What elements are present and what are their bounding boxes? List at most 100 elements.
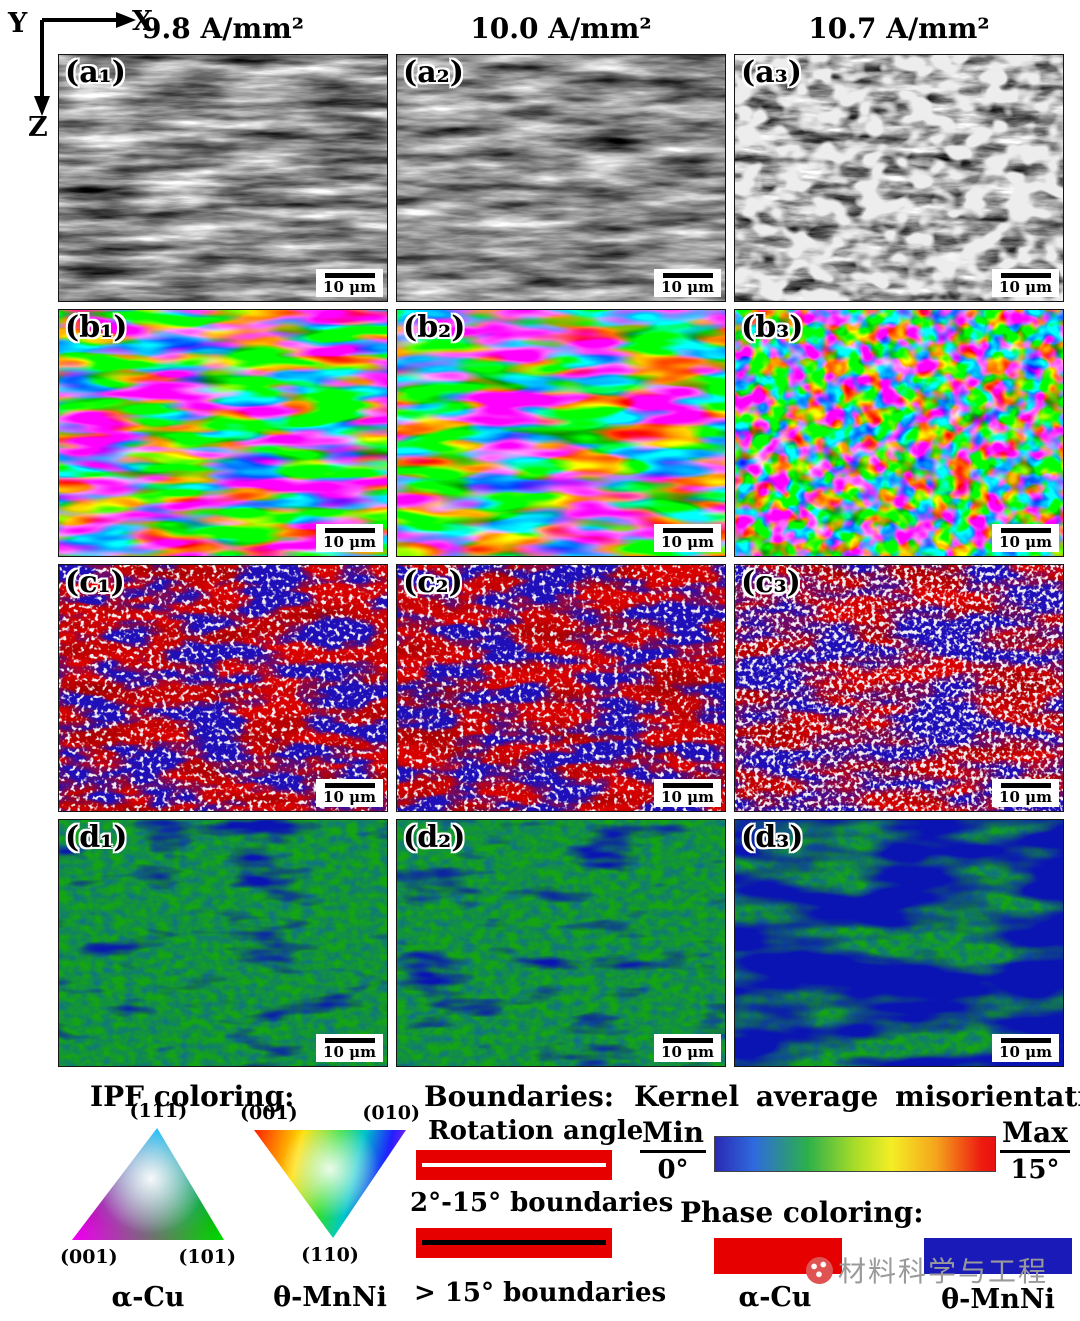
ipf-map-texture — [735, 310, 1063, 556]
micrograph-c3: (c₃) 10 μm — [734, 564, 1064, 812]
phase-label-theta-mnni: θ-MnNi — [941, 1284, 1055, 1315]
scale-bar: 10 μm — [316, 778, 383, 807]
panel-label: (a₂) — [403, 55, 464, 90]
high-angle-boundary-label: > 15° boundaries — [414, 1278, 667, 1308]
watermark: 材料科学与工程 — [806, 1250, 1048, 1290]
kam-map-texture — [735, 820, 1063, 1066]
panel-label: (d₁) — [65, 820, 128, 855]
scale-bar: 10 μm — [992, 523, 1059, 552]
scale-bar-label: 10 μm — [999, 787, 1052, 806]
kam-title: Kernel average misorientation: — [634, 1080, 1080, 1113]
scale-bar: 10 μm — [654, 1033, 721, 1062]
scale-bar: 10 μm — [992, 778, 1059, 807]
ipf-map-texture — [397, 310, 725, 556]
scale-bar: 10 μm — [316, 523, 383, 552]
kam-colorbar — [714, 1136, 996, 1172]
micrograph-d1: (d₁) 10 μm — [58, 819, 388, 1067]
scale-bar: 10 μm — [316, 1033, 383, 1062]
micrograph-a3: (a₃) 10 μm — [734, 54, 1064, 302]
panel-label: (c₂) — [403, 565, 463, 600]
vertex-label-010: (010) — [362, 1102, 420, 1124]
scale-bar-label: 10 μm — [999, 1042, 1052, 1061]
band-contrast-texture — [735, 55, 1063, 301]
watermark-logo-icon — [806, 1256, 833, 1284]
triangle-phase-label-theta-mnni: θ-MnNi — [273, 1282, 387, 1313]
watermark-text: 材料科学与工程 — [838, 1255, 1049, 1288]
scale-bar-line — [1000, 527, 1051, 533]
scale-bar-label: 10 μm — [323, 277, 376, 296]
scale-bar-line — [324, 527, 375, 533]
vertex-label-001: (001) — [240, 1102, 298, 1124]
micrograph-b2: (b₂) 10 μm — [396, 309, 726, 557]
panel-label: (b₂) — [403, 310, 466, 345]
scale-bar-label: 10 μm — [323, 1042, 376, 1061]
max-value: 15° — [1010, 1155, 1060, 1185]
panel-label: (b₃) — [741, 310, 804, 345]
scale-bar-line — [324, 1037, 375, 1043]
scale-bar-label: 10 μm — [999, 532, 1052, 551]
scale-bar: 10 μm — [654, 778, 721, 807]
micrograph-d3: (d₃) 10 μm — [734, 819, 1064, 1067]
micrograph-b3: (b₃) 10 μm — [734, 309, 1064, 557]
scale-bar-line — [662, 272, 713, 278]
scale-bar-line — [1000, 272, 1051, 278]
column-header-3: 10.7 A/mm² — [808, 12, 990, 45]
boundaries-title: Boundaries: — [424, 1080, 615, 1113]
panel-label: (a₁) — [65, 55, 126, 90]
phase-swatch-theta-mnni — [924, 1238, 1072, 1274]
phase-map-texture — [735, 565, 1063, 811]
scale-bar: 10 μm — [654, 523, 721, 552]
scale-bar-label: 10 μm — [661, 1042, 714, 1061]
high-angle-boundary-swatch — [416, 1228, 612, 1258]
micrograph-grid: (a₁) 10 μm (a₂) 10 μm (a₃) 10 μm (b₁) 10… — [58, 54, 1064, 1067]
phase-coloring-title: Phase coloring: — [680, 1196, 924, 1229]
vertex-label-001: (001) — [60, 1246, 118, 1268]
micrograph-a1: (a₁) 10 μm — [58, 54, 388, 302]
panel-label: (d₃) — [741, 820, 804, 855]
phase-map-texture — [59, 565, 387, 811]
triangle-phase-label-alpha-cu: α-Cu — [111, 1282, 185, 1313]
ipf-color-triangle — [254, 1130, 406, 1238]
scale-bar-label: 10 μm — [661, 787, 714, 806]
kam-map-texture — [59, 820, 387, 1066]
scale-bar-line — [1000, 1037, 1051, 1043]
band-contrast-texture — [59, 55, 387, 301]
scale-bar: 10 μm — [992, 268, 1059, 297]
kam-min-label: Min 0° — [640, 1116, 706, 1185]
scale-bar-line — [1000, 782, 1051, 788]
scale-bar-label: 10 μm — [323, 532, 376, 551]
phase-map-texture — [397, 565, 725, 811]
micrograph-c1: (c₁) 10 μm — [58, 564, 388, 812]
axis-label-x: X — [132, 6, 153, 37]
min-value: 0° — [657, 1155, 689, 1185]
axis-label-z: Z — [28, 112, 48, 137]
scale-bar: 10 μm — [316, 268, 383, 297]
micrograph-b1: (b₁) 10 μm — [58, 309, 388, 557]
ipf-color-triangle — [72, 1128, 224, 1240]
scale-bar-line — [662, 782, 713, 788]
band-contrast-texture — [397, 55, 725, 301]
scale-bar-label: 10 μm — [661, 532, 714, 551]
ipf-triangle-theta-mnni: (001) (010) (110) — [240, 1098, 420, 1288]
panel-label: (d₂) — [403, 820, 466, 855]
column-header-1: 9.8 A/mm² — [142, 12, 304, 45]
scale-bar: 10 μm — [992, 1033, 1059, 1062]
ipf-triangle-alpha-cu: (111) (001) (101) — [58, 1098, 238, 1288]
scale-bar-line — [662, 1037, 713, 1043]
vertex-label-101: (101) — [178, 1246, 236, 1268]
kam-map-texture — [397, 820, 725, 1066]
scale-bar-label: 10 μm — [323, 787, 376, 806]
low-angle-boundary-swatch — [416, 1150, 612, 1180]
rotation-angle-label: Rotation angle — [428, 1116, 644, 1146]
micrograph-d2: (d₂) 10 μm — [396, 819, 726, 1067]
column-header-2: 10.0 A/mm² — [470, 12, 652, 45]
black-boundary-line — [422, 1240, 606, 1245]
min-text: Min — [640, 1116, 706, 1153]
scale-bar-line — [324, 272, 375, 278]
coordinate-axes-icon: Y X Z — [7, 6, 153, 137]
axis-label-y: Y — [7, 8, 28, 39]
panel-label: (c₁) — [65, 565, 125, 600]
white-boundary-line — [422, 1163, 606, 1167]
panel-label: (a₃) — [741, 55, 802, 90]
